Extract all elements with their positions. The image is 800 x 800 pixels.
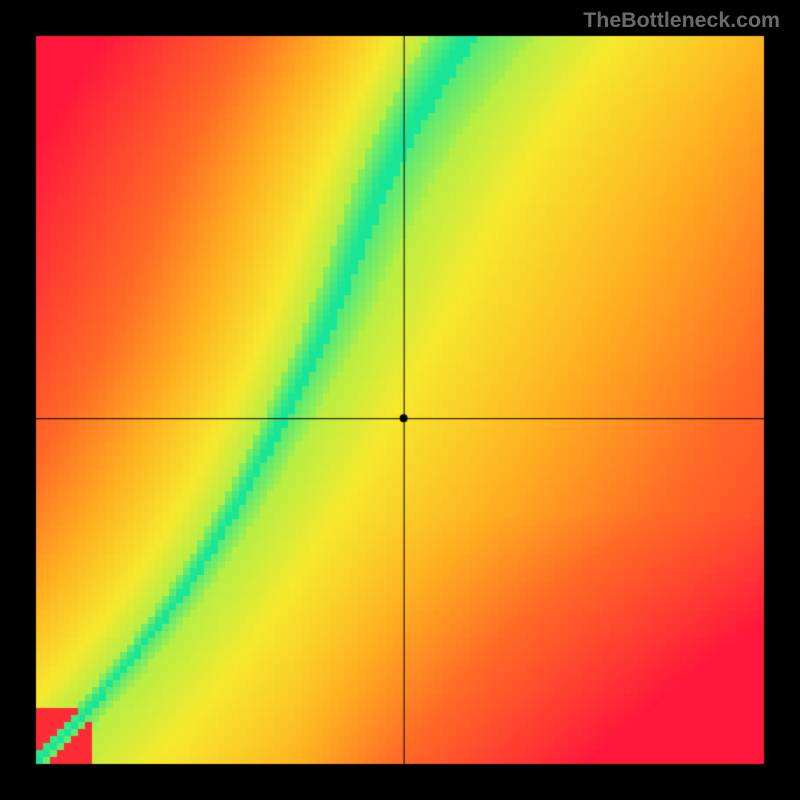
watermark-text: TheBottleneck.com	[583, 8, 780, 33]
bottleneck-heatmap	[0, 0, 800, 800]
